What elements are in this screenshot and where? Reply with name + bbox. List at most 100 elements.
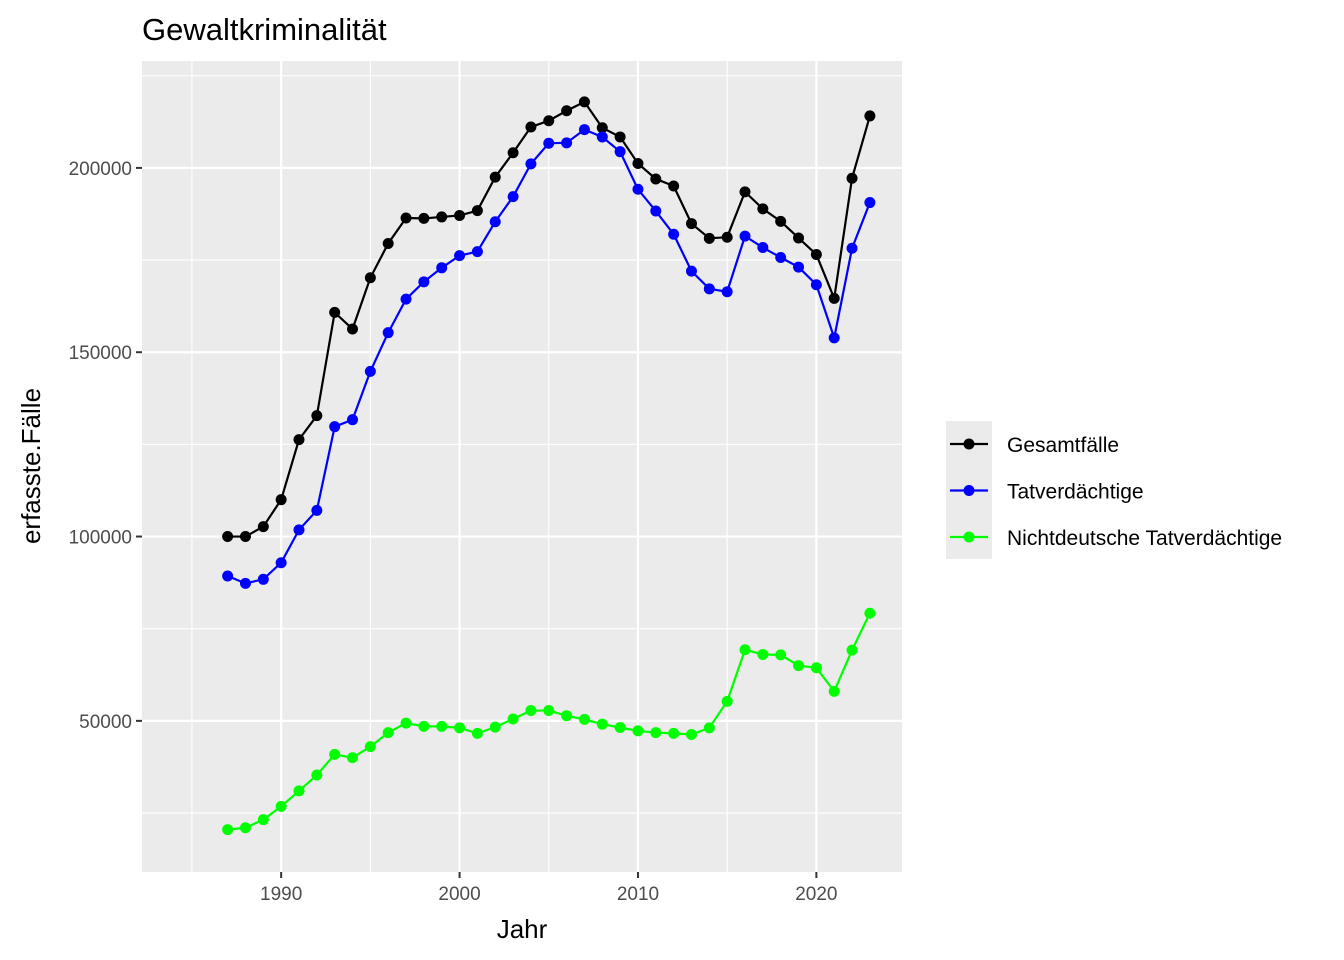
data-point — [793, 261, 805, 273]
x-axis: 1990 2000 2010 2020 — [260, 872, 838, 905]
data-point — [596, 131, 608, 143]
data-point — [650, 727, 662, 739]
data-point — [828, 685, 840, 697]
data-point — [454, 250, 466, 262]
legend-item: Nichtdeutsche Tatverdächtige — [950, 527, 1282, 550]
data-point — [810, 249, 822, 261]
data-point — [864, 110, 876, 122]
data-point — [561, 105, 573, 117]
data-point — [578, 124, 590, 136]
data-point — [596, 718, 608, 730]
data-point — [311, 769, 323, 781]
data-point — [222, 570, 234, 582]
data-point — [347, 752, 359, 764]
data-point — [293, 785, 305, 797]
data-point — [650, 205, 662, 217]
data-point — [382, 727, 394, 739]
series-1 — [222, 96, 876, 543]
data-point — [471, 727, 483, 739]
data-point — [614, 721, 626, 733]
data-point — [668, 180, 680, 192]
data-point — [578, 96, 590, 108]
data-point — [400, 717, 412, 729]
legend-key-point — [963, 531, 975, 543]
data-point — [507, 147, 519, 159]
chart-title: Gewaltkriminalität — [142, 12, 387, 47]
data-point — [293, 434, 305, 446]
legend: Gesamtfälle Tatverdächtige Nichtdeutsche T… — [950, 434, 1282, 550]
data-point — [364, 272, 376, 284]
data-point — [418, 212, 430, 224]
data-point — [775, 649, 787, 661]
data-point — [578, 713, 590, 725]
data-point — [347, 323, 359, 335]
data-point — [471, 246, 483, 258]
series-layer — [222, 96, 876, 836]
data-point — [525, 121, 537, 133]
data-point — [239, 531, 251, 543]
data-point — [436, 211, 448, 223]
data-point — [846, 644, 858, 656]
data-point — [507, 191, 519, 203]
y-axis: 50000 100000 150000 200000 — [69, 159, 142, 733]
data-point — [828, 332, 840, 344]
data-point — [864, 197, 876, 209]
data-point — [525, 705, 537, 717]
data-point — [436, 262, 448, 274]
legend-item: Tatverdächtige — [950, 481, 1144, 504]
data-point — [721, 231, 733, 243]
legend-item: Gesamtfälle — [950, 434, 1119, 457]
data-point — [400, 293, 412, 305]
data-point — [347, 414, 359, 426]
data-point — [721, 286, 733, 298]
data-point — [614, 146, 626, 158]
data-point — [543, 115, 555, 127]
y-tick-label: 50000 — [79, 712, 132, 733]
data-point — [828, 292, 840, 304]
data-point — [846, 172, 858, 184]
data-point — [293, 524, 305, 536]
data-point — [454, 722, 466, 734]
data-point — [275, 800, 287, 812]
data-point — [525, 158, 537, 170]
data-point — [846, 242, 858, 254]
data-point — [329, 421, 341, 433]
data-point — [757, 203, 769, 215]
data-point — [257, 573, 269, 585]
data-point — [382, 237, 394, 249]
data-point — [632, 183, 644, 195]
data-point — [364, 365, 376, 377]
minor-gridlines — [142, 61, 902, 872]
x-tick-label: 2000 — [438, 884, 480, 905]
data-point — [721, 695, 733, 707]
data-point — [864, 607, 876, 619]
y-axis-title: erfasste.Fälle — [16, 388, 46, 544]
data-point — [614, 131, 626, 143]
data-point — [507, 713, 519, 725]
data-point — [793, 232, 805, 244]
plot-panel — [142, 61, 902, 872]
data-point — [757, 242, 769, 254]
major-gridlines — [142, 61, 902, 872]
data-point — [471, 205, 483, 217]
data-point — [561, 710, 573, 722]
data-point — [239, 577, 251, 589]
data-point — [739, 644, 751, 656]
data-point — [650, 173, 662, 185]
data-point — [810, 279, 822, 291]
data-point — [685, 265, 697, 277]
data-point — [489, 216, 501, 228]
data-point — [775, 215, 787, 227]
data-point — [739, 230, 751, 242]
data-point — [257, 814, 269, 826]
series-2 — [222, 124, 876, 589]
legend-label: Nichtdeutsche Tatverdächtige — [1007, 527, 1282, 550]
series-3 — [222, 607, 876, 836]
data-point — [311, 410, 323, 422]
data-point — [543, 705, 555, 717]
data-point — [703, 232, 715, 244]
data-point — [257, 521, 269, 533]
data-point — [239, 822, 251, 834]
legend-label: Gesamtfälle — [1007, 434, 1119, 457]
